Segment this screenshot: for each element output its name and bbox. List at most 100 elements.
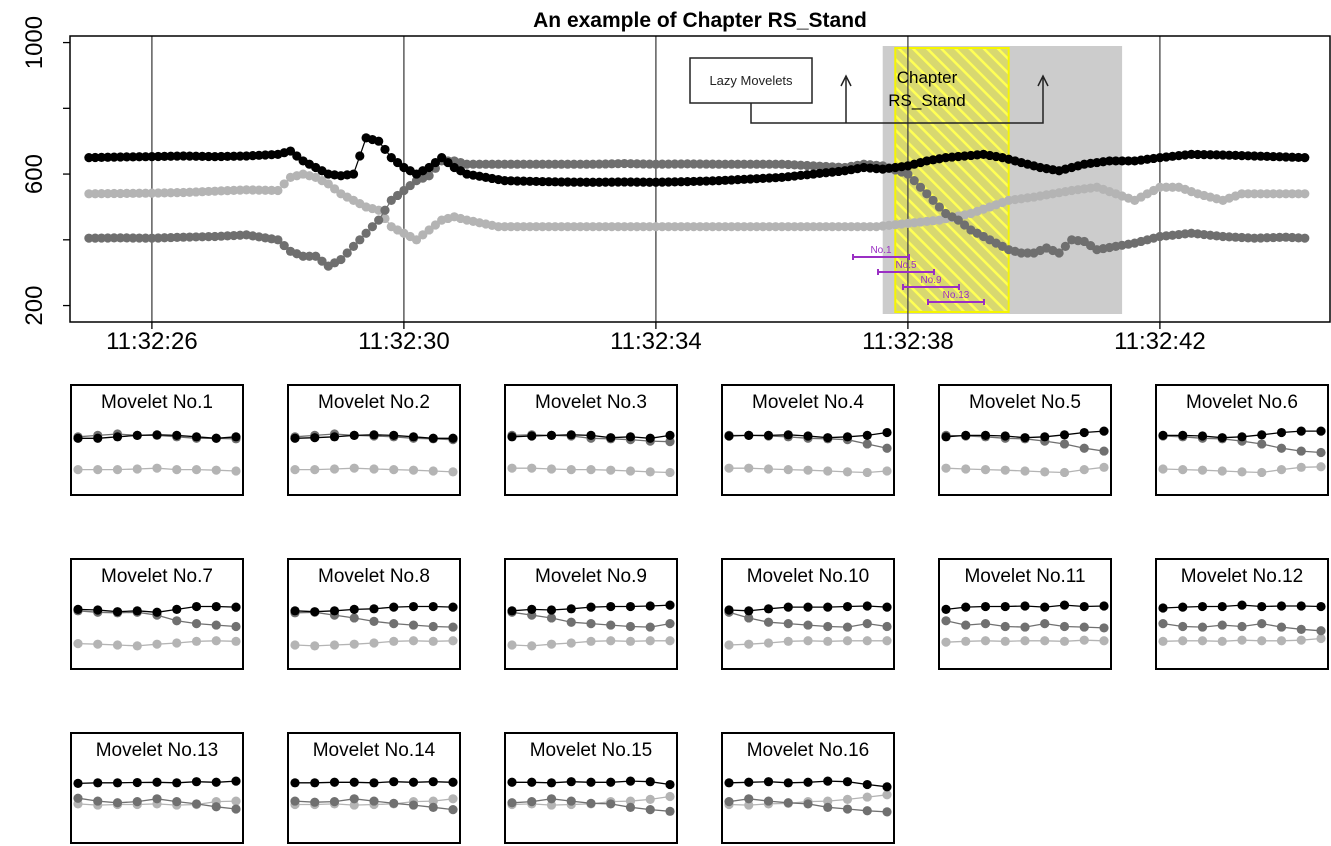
arrow-head xyxy=(840,74,852,87)
movelet-series-point xyxy=(546,430,557,440)
movelet-series-point xyxy=(1040,467,1050,477)
movelet-series-point xyxy=(1000,601,1010,612)
movelet-series-point xyxy=(763,617,774,627)
series-point xyxy=(733,159,743,169)
movelet-series-point xyxy=(724,463,734,473)
movelet-series-point xyxy=(1217,466,1227,476)
movelet-series-point xyxy=(1040,619,1050,629)
movelet-series-point xyxy=(290,640,300,650)
movelet-series-point xyxy=(1040,636,1050,646)
movelet-series-point xyxy=(349,430,359,440)
series-point xyxy=(676,222,686,232)
movelet-series-point xyxy=(1296,601,1306,611)
movelet-panel-plot xyxy=(941,600,1109,647)
movelet-series-point xyxy=(1296,446,1306,456)
series-point xyxy=(771,159,781,169)
movelet-series-point xyxy=(980,430,991,440)
movelet-series-point xyxy=(665,806,675,816)
movelet-series-point xyxy=(152,607,162,617)
series-point xyxy=(525,159,535,169)
movelet-panel-title: Movelet No.2 xyxy=(318,392,430,413)
series-point xyxy=(411,235,422,245)
movelet-series-point xyxy=(606,601,616,612)
movelet-series-point xyxy=(172,430,182,440)
movelet-series-point xyxy=(606,799,616,809)
movelet-series-point xyxy=(862,792,872,802)
movelet-panel: Movelet No.7 xyxy=(70,558,244,670)
movelet-series-point xyxy=(112,432,123,442)
movelet-panel-plot xyxy=(724,776,892,817)
movelet-series-point xyxy=(1040,602,1050,612)
series-point xyxy=(726,159,737,169)
movelet-series-point xyxy=(1079,601,1089,612)
movelet-series-point xyxy=(862,439,872,449)
movelet-panel-plot xyxy=(73,601,241,651)
movelet-series-point xyxy=(783,430,793,440)
movelet-series-point xyxy=(882,636,892,646)
series-point xyxy=(645,222,655,232)
movelet-panel-plot xyxy=(290,777,458,815)
movelet-series-point xyxy=(1158,430,1168,440)
movelet-series-point xyxy=(763,638,774,648)
movelet-series-point xyxy=(329,777,340,787)
movelet-series-point xyxy=(606,433,616,443)
movelet-series-point xyxy=(566,777,576,787)
movelet-series-point xyxy=(211,433,221,443)
movelet-series-point xyxy=(448,602,458,612)
movelet-series-point xyxy=(842,777,853,787)
movelet-marker-label: No.13 xyxy=(943,290,970,301)
series-point xyxy=(1293,189,1304,199)
series-point xyxy=(1256,189,1266,199)
movelet-series-point xyxy=(448,636,458,646)
series-point xyxy=(279,240,289,251)
movelet-series-point xyxy=(862,779,872,790)
movelet-series-point xyxy=(112,640,123,650)
bracket-line xyxy=(750,78,1044,124)
series-point xyxy=(481,159,491,169)
movelet-series-point xyxy=(1079,427,1089,438)
movelet-series-point xyxy=(408,432,419,442)
movelet-series-point xyxy=(1079,443,1089,453)
movelet-series-point xyxy=(961,602,971,612)
movelet-series-point xyxy=(408,636,419,646)
movelet-series-point xyxy=(1158,603,1168,613)
movelet-series-point xyxy=(172,778,182,788)
movelet-series-point xyxy=(744,430,754,440)
movelet-series-point xyxy=(310,433,320,443)
movelet-series-point xyxy=(1158,464,1168,474)
movelet-series-point xyxy=(1197,431,1208,441)
movelet-series-point xyxy=(1316,626,1326,636)
movelet-series-point xyxy=(1158,619,1168,629)
series-point xyxy=(386,195,396,205)
movelet-series-point xyxy=(211,777,221,787)
movelet-series-point xyxy=(389,430,399,440)
series-point xyxy=(1243,189,1253,199)
movelet-series-point xyxy=(783,778,793,788)
series-point xyxy=(651,222,661,232)
series-point xyxy=(582,159,592,169)
plot-frame xyxy=(69,35,1331,323)
movelet-series-point xyxy=(231,432,241,442)
series-point xyxy=(424,162,434,173)
movelet-series-point xyxy=(980,601,991,612)
movelet-panel-plot xyxy=(507,600,675,651)
series-point xyxy=(670,222,680,232)
movelet-series-point xyxy=(310,607,320,617)
movelet-series-point xyxy=(1020,433,1030,443)
movelet-series-point xyxy=(1178,621,1188,632)
series-point xyxy=(745,159,756,169)
movelet-series-point xyxy=(231,776,241,786)
movelet-series-point xyxy=(1020,622,1030,632)
series-point xyxy=(745,222,756,232)
movelet-series-point xyxy=(329,606,340,616)
movelet-series-point xyxy=(231,636,241,646)
movelet-panel: Movelet No.6 xyxy=(1155,384,1329,496)
series-point xyxy=(519,159,529,169)
series-point xyxy=(752,159,762,169)
series-point xyxy=(367,222,377,232)
movelet-series-point xyxy=(546,778,557,788)
movelet-series-point xyxy=(941,463,951,473)
movelet-series-point xyxy=(586,602,596,612)
movelet-panel-title: Movelet No.10 xyxy=(746,566,870,587)
movelet-series-point xyxy=(1217,601,1227,612)
